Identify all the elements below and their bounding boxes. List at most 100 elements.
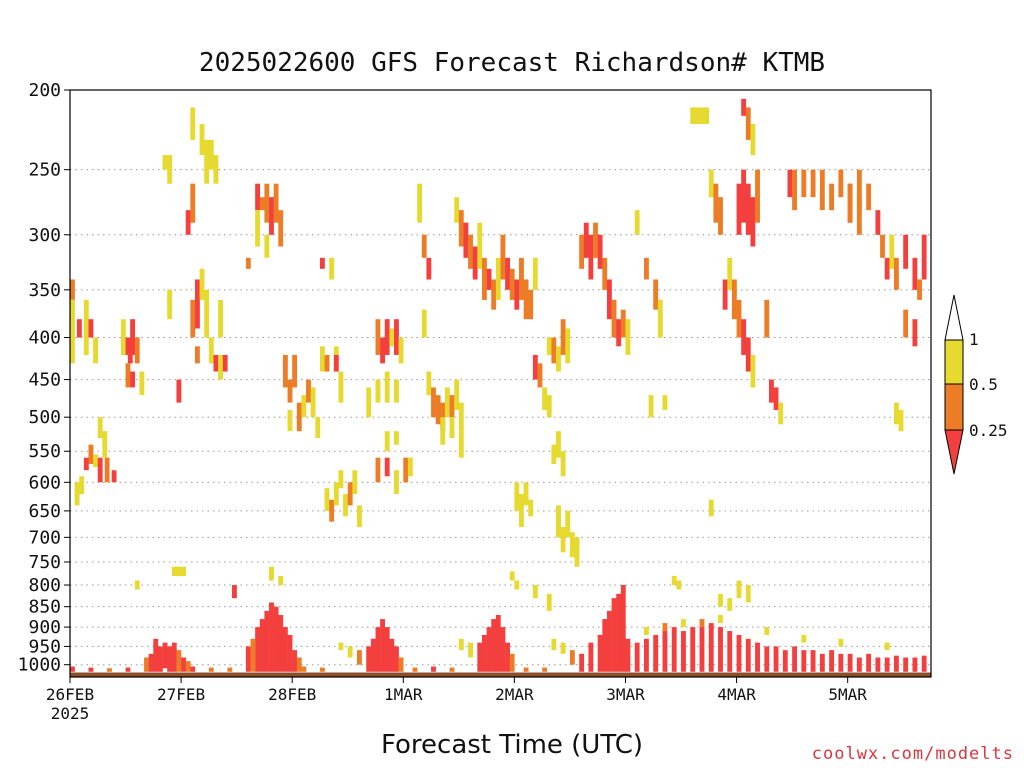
ri-cell bbox=[458, 210, 464, 247]
ri-cell bbox=[176, 650, 182, 672]
ri-cell bbox=[278, 614, 284, 672]
ri-cell bbox=[755, 642, 760, 672]
ri-cell bbox=[634, 210, 640, 235]
ri-cell bbox=[750, 354, 756, 388]
credit-link[interactable]: coolwx.com/modelts bbox=[811, 744, 1014, 764]
ri-cell bbox=[458, 638, 464, 651]
legend-swatch-above bbox=[944, 294, 964, 341]
ri-cell bbox=[79, 476, 85, 495]
ri-cell bbox=[468, 642, 473, 658]
ri-cell bbox=[104, 457, 110, 483]
ri-cell bbox=[250, 638, 256, 672]
ri-cell bbox=[912, 257, 918, 290]
ri-cell bbox=[662, 395, 668, 410]
ri-cell bbox=[880, 234, 885, 258]
ri-cell bbox=[190, 666, 196, 672]
y-tick-label: 750 bbox=[28, 552, 61, 573]
ri-cell bbox=[681, 631, 686, 672]
ri-cell bbox=[162, 155, 168, 170]
ri-cell bbox=[366, 387, 372, 418]
ri-cell bbox=[157, 646, 163, 672]
y-tick-label: 950 bbox=[28, 636, 61, 657]
ri-cell bbox=[125, 667, 131, 672]
ri-cell bbox=[560, 526, 566, 553]
ri-cell bbox=[625, 319, 631, 355]
ri-cell bbox=[699, 619, 705, 628]
ri-cell bbox=[532, 354, 538, 380]
ri-cell bbox=[718, 593, 723, 607]
ri-cell bbox=[333, 354, 339, 372]
ri-cell bbox=[856, 169, 862, 211]
ri-cell bbox=[912, 319, 918, 347]
ri-cell bbox=[532, 585, 538, 599]
ri-cell bbox=[583, 222, 589, 258]
data-cells bbox=[70, 98, 927, 672]
ri-cell bbox=[426, 257, 432, 280]
ri-cell bbox=[190, 299, 196, 338]
ri-cell bbox=[264, 610, 270, 672]
ri-cell bbox=[319, 257, 325, 269]
ri-cell bbox=[903, 234, 909, 269]
ri-cell bbox=[176, 566, 182, 576]
ri-cell bbox=[676, 580, 682, 590]
ri-cell bbox=[745, 638, 751, 672]
ri-cell bbox=[352, 470, 358, 495]
ri-cell bbox=[357, 650, 362, 665]
ri-cell bbox=[435, 395, 441, 425]
ri-cell bbox=[324, 488, 330, 511]
ri-cell bbox=[394, 646, 399, 672]
ri-cell bbox=[602, 257, 608, 290]
ri-cell bbox=[171, 642, 177, 672]
ri-cell bbox=[657, 299, 663, 338]
ri-cell bbox=[412, 667, 418, 672]
ri-cell bbox=[440, 402, 446, 432]
ri-cell bbox=[750, 197, 756, 247]
ri-cell bbox=[546, 395, 552, 418]
ri-cell bbox=[329, 257, 335, 280]
x-tick-label: 28FEB bbox=[268, 685, 316, 704]
ri-cell bbox=[296, 657, 302, 672]
ri-cell bbox=[194, 346, 200, 364]
ri-cell bbox=[597, 634, 603, 672]
ri-cell bbox=[458, 431, 464, 458]
ri-cell bbox=[347, 482, 353, 506]
ri-cell bbox=[167, 289, 173, 320]
ri-cell bbox=[556, 346, 561, 372]
ri-cell bbox=[662, 623, 668, 632]
ri-cell bbox=[648, 395, 654, 418]
ri-cell bbox=[773, 387, 779, 410]
ri-cell bbox=[736, 634, 742, 672]
ri-cell bbox=[560, 319, 566, 355]
ri-cell bbox=[912, 657, 918, 672]
ri-cell bbox=[755, 169, 760, 223]
ri-cell bbox=[190, 107, 196, 140]
x-tick-label: 27FEB bbox=[157, 685, 205, 704]
y-tick-label: 350 bbox=[28, 280, 61, 301]
ri-cell bbox=[773, 646, 779, 672]
ri-cell bbox=[893, 402, 899, 425]
ri-cell bbox=[171, 566, 177, 576]
ri-cell bbox=[644, 638, 649, 672]
ri-cell bbox=[134, 580, 140, 590]
ri-cell bbox=[431, 387, 436, 418]
ri-cell bbox=[565, 328, 571, 364]
legend-label: 0.25 bbox=[969, 421, 1008, 440]
ri-cell bbox=[616, 593, 622, 672]
ri-cell bbox=[662, 631, 668, 672]
ri-cell bbox=[921, 234, 927, 280]
ri-cell bbox=[278, 575, 284, 586]
ri-cell bbox=[366, 646, 372, 672]
ri-cell bbox=[76, 319, 82, 338]
ri-cell bbox=[125, 363, 131, 388]
ri-cell bbox=[829, 650, 835, 672]
ri-cell bbox=[204, 139, 210, 184]
ri-cell bbox=[884, 257, 890, 280]
ri-cell bbox=[319, 667, 325, 672]
ri-cell bbox=[500, 234, 506, 280]
ri-cell bbox=[486, 268, 492, 290]
ri-cell bbox=[875, 657, 881, 672]
ri-cell bbox=[370, 638, 376, 672]
ri-cell bbox=[120, 319, 126, 355]
ri-cell bbox=[588, 642, 594, 672]
ri-cell bbox=[537, 363, 543, 388]
